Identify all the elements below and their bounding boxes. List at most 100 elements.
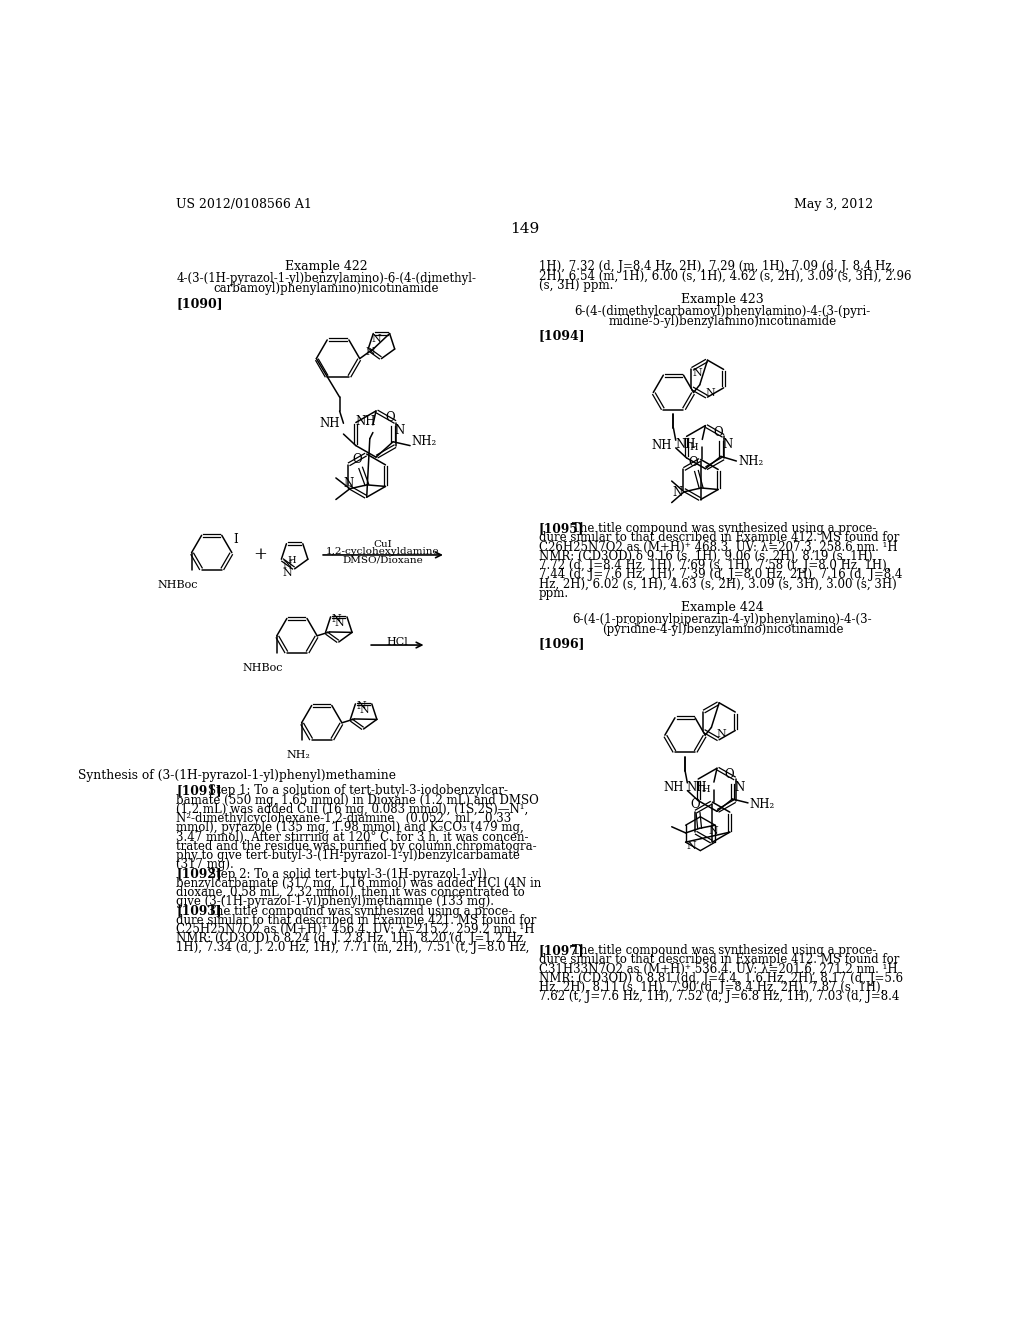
Text: [1097]: [1097] bbox=[539, 944, 585, 957]
Text: NH: NH bbox=[687, 780, 708, 793]
Text: NH: NH bbox=[319, 417, 340, 430]
Text: dioxane, 0.58 mL, 2.32 mmol), then it was concentrated to: dioxane, 0.58 mL, 2.32 mmol), then it wa… bbox=[176, 886, 524, 899]
Text: N: N bbox=[692, 368, 701, 378]
Text: O: O bbox=[352, 453, 361, 466]
Text: HCl: HCl bbox=[386, 638, 408, 647]
Text: dure similar to that described in Example 412. MS found for: dure similar to that described in Exampl… bbox=[539, 531, 899, 544]
Text: [1091]: [1091] bbox=[176, 784, 221, 797]
Text: Example 422: Example 422 bbox=[285, 260, 368, 273]
Text: DMSO/Dioxane: DMSO/Dioxane bbox=[343, 556, 423, 565]
Text: NH₂: NH₂ bbox=[287, 750, 310, 760]
Text: O: O bbox=[688, 455, 698, 469]
Text: NH: NH bbox=[675, 438, 695, 451]
Text: NH: NH bbox=[664, 781, 684, 795]
Text: Example 423: Example 423 bbox=[681, 293, 764, 306]
Text: [1094]: [1094] bbox=[539, 330, 586, 342]
Text: 1H), 7.32 (d, J=8.4 Hz, 2H), 7.29 (m, 1H), 7.09 (d, J. 8.4 Hz,: 1H), 7.32 (d, J=8.4 Hz, 2H), 7.29 (m, 1H… bbox=[539, 260, 895, 273]
Text: O: O bbox=[713, 425, 723, 438]
Text: O: O bbox=[725, 768, 734, 781]
Text: phy to give tert-butyl-3-(1H-pyrazol-1-yl)benzylcarbamate: phy to give tert-butyl-3-(1H-pyrazol-1-y… bbox=[176, 849, 520, 862]
Text: 6-(4-(dimethylcarbamoyl)phenylamino)-4-(3-(pyri-: 6-(4-(dimethylcarbamoyl)phenylamino)-4-(… bbox=[574, 305, 870, 318]
Text: NHBoc: NHBoc bbox=[243, 663, 283, 673]
Text: 2H), 6.54 (m, 1H), 6.00 (s, 1H), 4.62 (s, 2H), 3.09 (s, 3H), 2.96: 2H), 6.54 (m, 1H), 6.00 (s, 1H), 4.62 (s… bbox=[539, 269, 911, 282]
Text: [1096]: [1096] bbox=[539, 638, 586, 651]
Text: 1H), 7.34 (d, J. 2.0 Hz, 1H), 7.71 (m, 2H), 7.51 (t, J=8.0 Hz,: 1H), 7.34 (d, J. 2.0 Hz, 1H), 7.71 (m, 2… bbox=[176, 941, 529, 954]
Text: O: O bbox=[385, 411, 395, 424]
Text: (pyridine-4-yl)benzylamino)nicotinamide: (pyridine-4-yl)benzylamino)nicotinamide bbox=[602, 623, 843, 636]
Text: [1092]: [1092] bbox=[176, 867, 221, 880]
Text: 4-(3-(1H-pyrazol-1-yl)benzylamino)-6-(4-(dimethyl-: 4-(3-(1H-pyrazol-1-yl)benzylamino)-6-(4-… bbox=[176, 272, 476, 285]
Text: NH₂: NH₂ bbox=[412, 436, 437, 449]
Text: H: H bbox=[701, 785, 710, 795]
Text: N²-dimethylcyclohexane-1,2-diamine   (0.052   ml,   0.33: N²-dimethylcyclohexane-1,2-diamine (0.05… bbox=[176, 812, 511, 825]
Text: give (3-(1H-pyrazol-1-yl)phenyl)methamine (133 mg).: give (3-(1H-pyrazol-1-yl)phenyl)methamin… bbox=[176, 895, 494, 908]
Text: dure similar to that described in Example 412. MS found for: dure similar to that described in Exampl… bbox=[539, 953, 899, 966]
Text: 1,2-cyclohexyldamine: 1,2-cyclohexyldamine bbox=[327, 548, 439, 556]
Text: N: N bbox=[734, 780, 744, 793]
Text: NHBoc: NHBoc bbox=[158, 579, 198, 590]
Text: 7.44 (d, J=7.6 Hz, 1H), 7.39 (d, J=8.0 Hz, 2H), 7.16 (d, J=8.4: 7.44 (d, J=7.6 Hz, 1H), 7.39 (d, J=8.0 H… bbox=[539, 568, 902, 581]
Text: N: N bbox=[673, 487, 683, 499]
Text: N: N bbox=[344, 477, 354, 490]
Text: 7.62 (t, J=7.6 Hz, 1H), 7.52 (d, J=6.8 Hz, 1H), 7.03 (d, J=8.4: 7.62 (t, J=7.6 Hz, 1H), 7.52 (d, J=6.8 H… bbox=[539, 990, 899, 1003]
Text: Synthesis of (3-(1H-pyrazol-1-yl)phenyl)methamine: Synthesis of (3-(1H-pyrazol-1-yl)phenyl)… bbox=[78, 770, 395, 781]
Text: N: N bbox=[366, 347, 375, 358]
Text: N: N bbox=[706, 388, 715, 397]
Text: N: N bbox=[372, 334, 382, 345]
Text: benzylcarbamate (317 mg, 1.16 mmol) was added HCl (4N in: benzylcarbamate (317 mg, 1.16 mmol) was … bbox=[176, 876, 542, 890]
Text: N: N bbox=[356, 701, 366, 710]
Text: N: N bbox=[394, 424, 404, 437]
Text: mmol), pyrazole (135 mg, 1.98 mmol) and K₂CO₃ (479 mg,: mmol), pyrazole (135 mg, 1.98 mmol) and … bbox=[176, 821, 524, 834]
Text: US 2012/0108566 A1: US 2012/0108566 A1 bbox=[176, 198, 312, 211]
Text: N: N bbox=[723, 438, 733, 451]
Text: C26H25N7O2 as (M+H)⁺ 468.3. UV: λ=207.3, 258.6 nm. ¹H: C26H25N7O2 as (M+H)⁺ 468.3. UV: λ=207.3,… bbox=[539, 540, 897, 553]
Text: Step 2: To a solid tert-butyl-3-(1H-pyrazol-1-yl): Step 2: To a solid tert-butyl-3-(1H-pyra… bbox=[208, 867, 486, 880]
Text: [1090]: [1090] bbox=[176, 297, 222, 310]
Text: The title compound was synthesized using a proce-: The title compound was synthesized using… bbox=[572, 944, 877, 957]
Text: N: N bbox=[335, 618, 345, 627]
Text: N: N bbox=[709, 826, 719, 836]
Text: Hz, 2H), 8.11 (s, 1H), 7.90 (d, J=8.4 Hz, 2H), 7.87 (s, 1H),: Hz, 2H), 8.11 (s, 1H), 7.90 (d, J=8.4 Hz… bbox=[539, 981, 884, 994]
Text: 3.47 mmol). After stirring at 120° C. for 3 h, it was concen-: 3.47 mmol). After stirring at 120° C. fo… bbox=[176, 830, 528, 843]
Text: midine-5-yl)benzylamino)nicotinamide: midine-5-yl)benzylamino)nicotinamide bbox=[608, 314, 837, 327]
Text: O: O bbox=[690, 797, 699, 810]
Text: (317 mg).: (317 mg). bbox=[176, 858, 233, 871]
Text: Hz, 2H), 6.02 (s, 1H), 4.63 (s, 2H), 3.09 (s, 3H), 3.00 (s, 3H): Hz, 2H), 6.02 (s, 1H), 4.63 (s, 2H), 3.0… bbox=[539, 577, 896, 590]
Text: H: H bbox=[287, 557, 296, 565]
Text: NH₂: NH₂ bbox=[738, 455, 763, 467]
Text: NMR: (CD3OD) δ 9.16 (s, 1H), 9.06 (s, 2H), 8.19 (s, 1H),: NMR: (CD3OD) δ 9.16 (s, 1H), 9.06 (s, 2H… bbox=[539, 549, 876, 562]
Text: bamate (550 mg, 1.65 mmol) in Dioxane (1.2 mL) and DMSO: bamate (550 mg, 1.65 mmol) in Dioxane (1… bbox=[176, 793, 539, 807]
Text: I: I bbox=[233, 533, 239, 546]
Text: 6-(4-(1-propionylpiperazin-4-yl)phenylamino)-4-(3-: 6-(4-(1-propionylpiperazin-4-yl)phenylam… bbox=[572, 614, 872, 627]
Text: dure similar to that described in Example 421. MS found for: dure similar to that described in Exampl… bbox=[176, 913, 537, 927]
Text: N: N bbox=[283, 568, 292, 578]
Text: (1.2 mL) was added CuI (16 mg, 0.083 mmol), (1S,2S)—N¹,: (1.2 mL) was added CuI (16 mg, 0.083 mmo… bbox=[176, 803, 528, 816]
Text: NMR: (CD3OD) δ 8.81 (dd, J=4.4, 1.6 Hz, 2H), 8.17 (d, J=5.6: NMR: (CD3OD) δ 8.81 (dd, J=4.4, 1.6 Hz, … bbox=[539, 972, 903, 985]
Text: ppm.: ppm. bbox=[539, 586, 569, 599]
Text: (s, 3H) ppm.: (s, 3H) ppm. bbox=[539, 279, 613, 292]
Text: NH: NH bbox=[356, 416, 377, 428]
Text: NMR: (CD3OD) δ 8.24 (d, J. 2.8 Hz, 1H), 8.20 (d, J=1.2 Hz,: NMR: (CD3OD) δ 8.24 (d, J. 2.8 Hz, 1H), … bbox=[176, 932, 526, 945]
Text: H: H bbox=[690, 442, 698, 451]
Text: The title compound was synthesized using a proce-: The title compound was synthesized using… bbox=[572, 521, 877, 535]
Text: NH: NH bbox=[651, 438, 672, 451]
Text: N: N bbox=[686, 841, 696, 850]
Text: N: N bbox=[359, 705, 370, 714]
Text: Example 424: Example 424 bbox=[681, 601, 764, 614]
Text: carbamoyl)phenylamino)nicotinamide: carbamoyl)phenylamino)nicotinamide bbox=[214, 281, 439, 294]
Text: [1093]: [1093] bbox=[176, 904, 221, 917]
Text: Step 1: To a solution of tert-butyl-3-iodobenzylcar-: Step 1: To a solution of tert-butyl-3-io… bbox=[208, 784, 508, 797]
Text: C25H25N7O2 as (M+H)⁺ 456.4. UV: λ=215.2, 259.2 nm. ¹H: C25H25N7O2 as (M+H)⁺ 456.4. UV: λ=215.2,… bbox=[176, 923, 535, 936]
Text: N: N bbox=[332, 614, 341, 624]
Text: May 3, 2012: May 3, 2012 bbox=[795, 198, 873, 211]
Text: C31H33N7O2 as (M+H)⁺ 536.4. UV: λ=201.6, 271.2 nm. ¹H: C31H33N7O2 as (M+H)⁺ 536.4. UV: λ=201.6,… bbox=[539, 962, 897, 975]
Text: CuI: CuI bbox=[374, 540, 392, 549]
Text: NH₂: NH₂ bbox=[750, 797, 775, 810]
Text: +: + bbox=[253, 546, 266, 564]
Text: The title compound was synthesized using a proce-: The title compound was synthesized using… bbox=[208, 904, 512, 917]
Text: N: N bbox=[717, 729, 727, 739]
Text: trated and the residue was purified by column chromatogra-: trated and the residue was purified by c… bbox=[176, 840, 537, 853]
Text: N: N bbox=[283, 560, 293, 570]
Text: 7.72 (d, J=8.4 Hz, 1H), 7.69 (s, 1H), 7.58 (t, J=8.0 Hz, 1H),: 7.72 (d, J=8.4 Hz, 1H), 7.69 (s, 1H), 7.… bbox=[539, 558, 890, 572]
Text: 149: 149 bbox=[510, 222, 540, 236]
